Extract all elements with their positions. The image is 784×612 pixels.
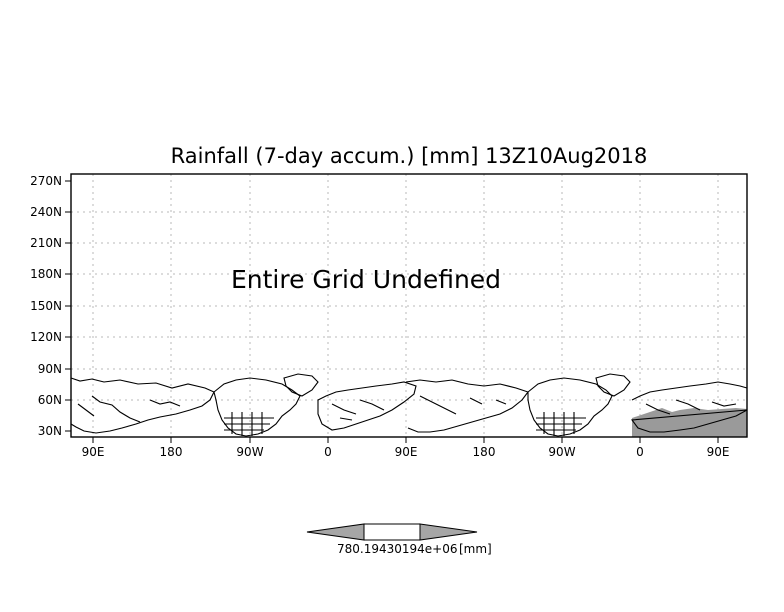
coastline-asia-middle-inner [419,395,507,415]
lon-label: 90W [236,445,263,459]
coastline-north-america-a [213,377,301,437]
coastline-asia-west [70,377,215,434]
lat-label: 240N [30,205,62,219]
colorbar-unit-label: [mm] [459,542,492,556]
lon-label: 90E [395,445,418,459]
coastline-europe-b-inner [645,399,737,415]
lat-label: 150N [30,299,62,313]
longitude-axis: 90E 180 90W 0 90E 180 90W 0 90E [82,437,730,459]
map-panel: Entire Grid Undefined 270N 240N 210N 180… [30,173,748,459]
coastline-asia-middle [405,379,529,433]
map-title: Rainfall (7-day accum.) [mm] 13Z10Aug201… [171,144,648,168]
coastline-asia-west-inner [77,395,181,423]
colorbar: 780.19430194e+06 [mm] [306,523,492,556]
colorbar-left-triangle [306,523,365,541]
lat-label: 270N [30,174,62,188]
lon-label: 180 [160,445,183,459]
coastline-europe-b [630,381,748,433]
lon-label: 0 [636,445,644,459]
coastline-europe-a [317,381,417,431]
coastline-north-america-b [527,377,613,437]
colorbar-center-box [363,523,421,541]
lon-label: 0 [324,445,332,459]
lon-label: 90W [548,445,575,459]
coastline-greenland-a [283,373,319,397]
shaded-grid-region [632,408,747,437]
latitude-axis: 270N 240N 210N 180N 150N 120N 90N 60N 30… [30,174,71,438]
coastline-greenland-b [595,373,631,397]
lat-label: 90N [38,362,62,376]
us-state-grid-a [224,412,274,436]
lat-label: 30N [38,424,62,438]
colorbar-value-label: 780.19430194e+06 [337,542,458,556]
lon-label: 180 [473,445,496,459]
lat-label: 60N [38,393,62,407]
graticule [71,174,747,437]
lat-label: 120N [30,330,62,344]
lon-label: 90E [707,445,730,459]
undefined-grid-message: Entire Grid Undefined [231,265,501,294]
coastlines [70,373,748,437]
lat-label: 210N [30,236,62,250]
colorbar-right-triangle [419,523,478,541]
lon-label: 90E [82,445,105,459]
us-state-grid-b [536,412,586,436]
lat-label: 180N [30,267,62,281]
coastline-europe-a-inner [331,399,385,421]
